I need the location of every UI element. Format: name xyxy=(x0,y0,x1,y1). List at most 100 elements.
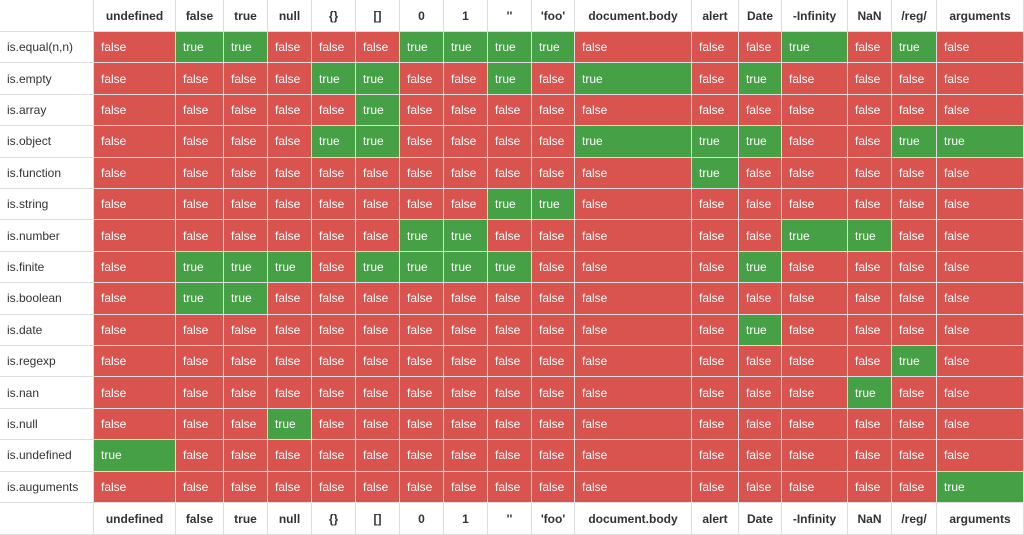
result-cell: false xyxy=(444,63,488,95)
result-cell: false xyxy=(312,283,356,315)
result-cell: false xyxy=(268,157,312,189)
column-footer: [] xyxy=(356,503,400,535)
result-cell: false xyxy=(356,32,400,64)
column-footer: document.body xyxy=(575,503,692,535)
result-cell: false xyxy=(488,220,532,252)
result-cell: false xyxy=(488,346,532,378)
result-cell: false xyxy=(268,314,312,346)
result-cell: false xyxy=(848,32,892,64)
result-cell: false xyxy=(848,189,892,221)
result-cell: false xyxy=(488,314,532,346)
result-cell: false xyxy=(400,471,444,503)
column-header: '' xyxy=(488,0,532,32)
column-footer: true xyxy=(224,503,268,535)
result-cell: false xyxy=(848,94,892,127)
result-cell: false xyxy=(400,377,444,409)
result-cell: true xyxy=(444,251,488,284)
result-cell: false xyxy=(444,157,488,189)
result-cell: false xyxy=(94,94,176,127)
result-cell: false xyxy=(176,471,224,503)
result-cell: false xyxy=(444,189,488,221)
result-cell: false xyxy=(224,346,268,378)
column-footer: false xyxy=(176,503,224,535)
result-cell: false xyxy=(444,283,488,315)
result-cell: false xyxy=(356,189,400,221)
result-cell: false xyxy=(268,32,312,64)
result-cell: false xyxy=(575,220,692,252)
result-cell: false xyxy=(268,126,312,158)
result-cell: true xyxy=(692,157,739,189)
result-cell: false xyxy=(892,94,937,127)
result-cell: false xyxy=(224,189,268,221)
result-cell: false xyxy=(892,63,937,95)
result-cell: false xyxy=(782,377,848,409)
result-cell: false xyxy=(739,157,782,189)
result-cell: true xyxy=(312,63,356,95)
result-cell: false xyxy=(268,220,312,252)
result-cell: true xyxy=(444,220,488,252)
row-label: is.equal(n,n) xyxy=(0,32,94,64)
result-cell: false xyxy=(848,126,892,158)
result-cell: false xyxy=(782,471,848,503)
result-cell: false xyxy=(224,63,268,95)
result-cell: false xyxy=(782,408,848,441)
result-cell: false xyxy=(312,189,356,221)
result-cell: false xyxy=(892,471,937,503)
result-cell: false xyxy=(892,377,937,409)
result-cell: false xyxy=(176,63,224,95)
result-cell: false xyxy=(532,157,575,189)
row-label: is.auguments xyxy=(0,471,94,503)
result-cell: true xyxy=(782,220,848,252)
result-cell: false xyxy=(176,189,224,221)
result-cell: true xyxy=(356,94,400,127)
result-cell: false xyxy=(575,157,692,189)
result-cell: false xyxy=(937,314,1024,346)
result-cell: false xyxy=(575,440,692,472)
result-cell: false xyxy=(692,189,739,221)
result-cell: false xyxy=(444,471,488,503)
result-cell: false xyxy=(575,283,692,315)
result-cell: false xyxy=(356,471,400,503)
result-cell: true xyxy=(532,32,575,64)
result-cell: false xyxy=(400,346,444,378)
result-cell: false xyxy=(782,283,848,315)
row-label: is.string xyxy=(0,189,94,221)
result-cell: false xyxy=(848,346,892,378)
result-cell: false xyxy=(937,189,1024,221)
result-cell: false xyxy=(782,346,848,378)
result-cell: true xyxy=(892,346,937,378)
result-cell: false xyxy=(532,408,575,441)
result-cell: false xyxy=(692,377,739,409)
result-cell: false xyxy=(176,440,224,472)
result-cell: false xyxy=(692,220,739,252)
result-cell: false xyxy=(356,408,400,441)
result-cell: false xyxy=(488,283,532,315)
result-cell: false xyxy=(268,189,312,221)
result-cell: false xyxy=(937,63,1024,95)
column-header xyxy=(0,0,94,32)
row-label: is.array xyxy=(0,94,94,127)
result-cell: false xyxy=(224,440,268,472)
result-cell: false xyxy=(739,283,782,315)
result-cell: false xyxy=(94,251,176,284)
column-header: [] xyxy=(356,0,400,32)
result-cell: false xyxy=(356,377,400,409)
result-cell: false xyxy=(937,32,1024,64)
column-header: Date xyxy=(739,0,782,32)
result-cell: false xyxy=(937,251,1024,284)
result-cell: true xyxy=(739,251,782,284)
result-cell: false xyxy=(782,189,848,221)
result-cell: false xyxy=(532,377,575,409)
result-cell: false xyxy=(532,314,575,346)
column-footer: 1 xyxy=(444,503,488,535)
result-cell: false xyxy=(268,346,312,378)
row-label: is.nan xyxy=(0,377,94,409)
result-cell: false xyxy=(848,408,892,441)
result-cell: false xyxy=(782,440,848,472)
result-cell: false xyxy=(575,94,692,127)
result-cell: false xyxy=(312,251,356,284)
result-cell: true xyxy=(892,32,937,64)
result-cell: true xyxy=(176,32,224,64)
result-cell: false xyxy=(312,346,356,378)
column-footer: {} xyxy=(312,503,356,535)
